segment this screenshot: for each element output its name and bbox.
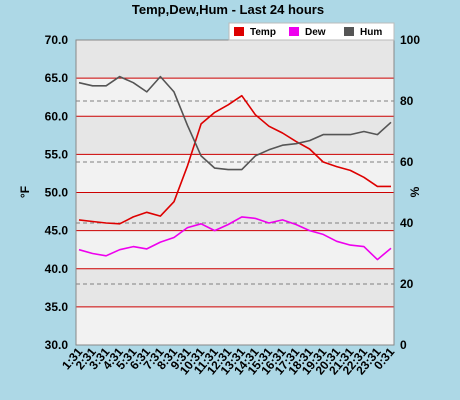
series-line-temp bbox=[78, 94, 391, 225]
right-tick-label: 100 bbox=[400, 33, 420, 47]
left-tick-label: 35.0 bbox=[45, 300, 69, 314]
left-tick-label: 30.0 bbox=[45, 338, 69, 352]
left-tick-label: 70.0 bbox=[45, 33, 69, 47]
plot-band bbox=[76, 268, 394, 307]
legend-swatch bbox=[289, 27, 299, 36]
right-tick-label: 40 bbox=[400, 216, 414, 230]
series-line-hum bbox=[78, 75, 392, 171]
left-tick-label: 50.0 bbox=[45, 186, 69, 200]
plot-band bbox=[76, 192, 394, 231]
left-tick-label: 65.0 bbox=[45, 71, 69, 85]
legend-label: Temp bbox=[250, 27, 276, 38]
left-tick-label: 60.0 bbox=[45, 109, 69, 123]
left-axis-label: °F bbox=[18, 186, 32, 198]
right-tick-label: 80 bbox=[400, 94, 414, 108]
plot-band bbox=[76, 40, 394, 79]
chart-title: Temp,Dew,Hum - Last 24 hours bbox=[132, 2, 324, 17]
left-tick-label: 55.0 bbox=[45, 147, 69, 161]
legend-swatch bbox=[344, 27, 354, 36]
right-tick-label: 20 bbox=[400, 277, 414, 291]
right-tick-label: 60 bbox=[400, 155, 414, 169]
left-tick-label: 45.0 bbox=[45, 224, 69, 238]
legend-label: Hum bbox=[360, 27, 382, 38]
right-tick-label: 0 bbox=[400, 338, 407, 352]
series-line-dew bbox=[78, 216, 392, 261]
left-tick-label: 40.0 bbox=[45, 262, 69, 276]
legend-label: Dew bbox=[305, 27, 326, 38]
legend-swatch bbox=[234, 27, 244, 36]
right-axis-label: % bbox=[408, 186, 422, 197]
